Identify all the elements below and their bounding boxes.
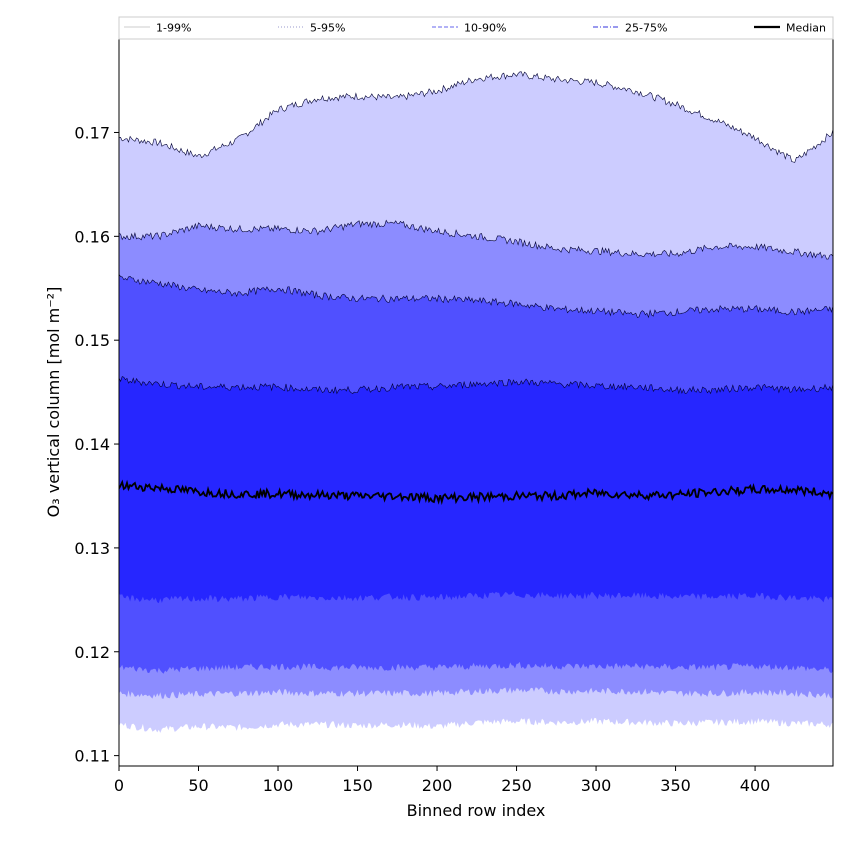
y-tick-label: 0.11	[74, 747, 110, 766]
x-axis: 0 50 100 150 200 250 300 350 400	[114, 766, 770, 795]
x-tick-label: 100	[263, 776, 294, 795]
legend-frame	[118, 16, 834, 40]
y-tick-label: 0.12	[74, 643, 110, 662]
legend-label: 25-75%	[625, 22, 667, 35]
x-tick-label: 200	[422, 776, 453, 795]
band-upper-line-1-99%	[119, 71, 833, 163]
band-upper-line-5-95%	[119, 219, 833, 260]
y-tick-label: 0.16	[74, 227, 110, 246]
median-line	[119, 479, 833, 506]
band-upper-line-25-75%	[119, 376, 833, 395]
legend-label: Median	[786, 22, 826, 35]
y-axis: 0.11 0.12 0.13 0.14 0.15 0.16 0.17	[74, 123, 119, 766]
y-tick-label: 0.13	[74, 539, 110, 558]
x-tick-label: 50	[188, 776, 208, 795]
x-tick-label: 300	[581, 776, 612, 795]
y-tick-label: 0.17	[74, 123, 110, 142]
legend: 1-99% 5-95% 10-90% 25-75% Median	[118, 16, 834, 40]
x-tick-label: 150	[342, 776, 373, 795]
legend-label: 5-95%	[310, 22, 345, 35]
x-tick-label: 400	[740, 776, 771, 795]
band-25-75%	[119, 376, 833, 604]
x-tick-label: 250	[501, 776, 532, 795]
median-layer	[119, 479, 833, 506]
y-tick-label: 0.15	[74, 331, 110, 350]
bands-layer	[119, 71, 833, 733]
legend-label: 10-90%	[464, 22, 506, 35]
x-tick-label: 350	[660, 776, 691, 795]
y-axis-label: O₃ vertical column [mol m⁻²]	[44, 287, 63, 518]
x-axis-label: Binned row index	[407, 801, 546, 820]
legend-label: 1-99%	[156, 22, 191, 35]
y-tick-label: 0.14	[74, 435, 110, 454]
band-upper-line-10-90%	[119, 274, 833, 319]
x-tick-label: 0	[114, 776, 124, 795]
